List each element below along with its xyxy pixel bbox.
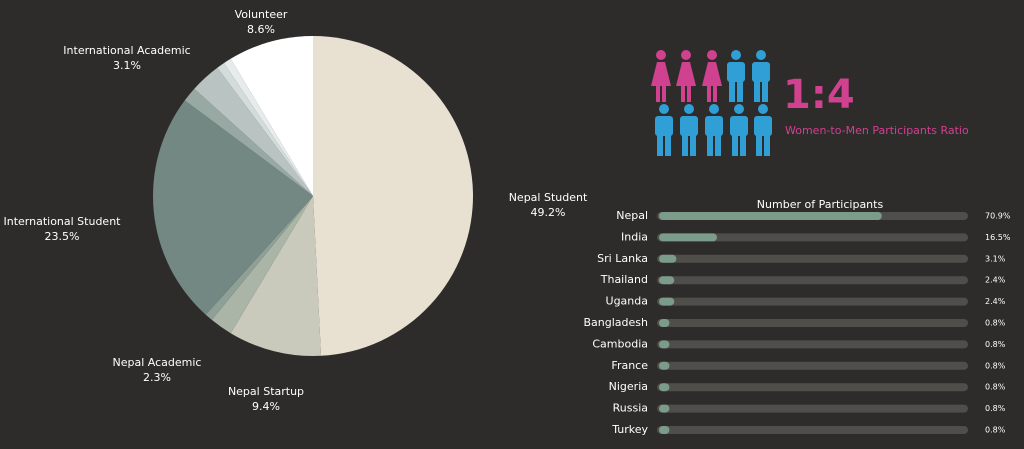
pie-slice xyxy=(230,196,322,357)
ratio-label: Women-to-Men Participants Ratio xyxy=(785,124,969,137)
country-label: India xyxy=(621,230,648,243)
country-label: Cambodia xyxy=(592,337,648,350)
bar xyxy=(659,254,677,263)
pie-slice xyxy=(194,67,313,196)
bar xyxy=(659,212,882,220)
bar-track xyxy=(657,426,968,434)
bar xyxy=(659,319,670,327)
man-icon xyxy=(752,50,770,102)
bar xyxy=(659,233,717,242)
pie-slice xyxy=(211,196,313,334)
value-label: 70.9% xyxy=(985,212,1011,221)
value-label: 0.8% xyxy=(985,319,1006,328)
pie-slice xyxy=(223,58,313,197)
bar xyxy=(659,297,675,306)
bar-track xyxy=(657,319,968,327)
pie-slice xyxy=(184,88,313,196)
bar xyxy=(659,340,670,349)
bar xyxy=(659,276,675,285)
bar xyxy=(659,426,670,434)
bar-track xyxy=(657,297,968,306)
slice-label: International Student xyxy=(3,215,121,228)
people-icons xyxy=(651,50,772,156)
country-label: Turkey xyxy=(611,423,648,436)
man-icon xyxy=(730,104,748,156)
country-label: France xyxy=(611,359,648,372)
pie-slice xyxy=(153,100,313,315)
pie-slice xyxy=(217,63,313,196)
bar-chart-title: Number of Participants xyxy=(757,198,884,211)
bar-track xyxy=(657,233,968,242)
country-label: Uganda xyxy=(606,295,648,308)
woman-icon xyxy=(676,50,696,102)
value-label: 0.8% xyxy=(985,383,1006,392)
man-icon xyxy=(705,104,723,156)
ratio-value: 1:4 xyxy=(783,72,855,118)
bar-track xyxy=(657,276,968,285)
slice-value: 8.6% xyxy=(247,23,275,36)
pie-slice xyxy=(205,196,313,320)
man-icon xyxy=(754,104,772,156)
bar-track xyxy=(657,340,968,349)
country-label: Nigeria xyxy=(609,380,648,393)
man-icon xyxy=(727,50,745,102)
woman-icon xyxy=(651,50,671,102)
value-label: 2.4% xyxy=(985,297,1006,306)
value-label: 3.1% xyxy=(985,254,1006,263)
slice-label: Nepal Student xyxy=(509,191,588,204)
country-label: Russia xyxy=(613,402,648,415)
pie-slice xyxy=(313,36,473,356)
slice-label: Nepal Startup xyxy=(228,385,304,398)
slice-label: International Academic xyxy=(63,44,190,57)
value-label: 0.8% xyxy=(985,426,1006,435)
bar xyxy=(659,383,670,392)
slice-value: 23.5% xyxy=(45,230,80,243)
slice-value: 2.3% xyxy=(143,371,171,384)
country-label: Bangladesh xyxy=(584,316,649,329)
bar-track xyxy=(657,383,968,392)
bar-track xyxy=(657,361,968,370)
slice-value: 49.2% xyxy=(531,206,566,219)
value-label: 0.8% xyxy=(985,404,1006,413)
country-label: Thailand xyxy=(600,273,648,286)
bar-track xyxy=(657,404,968,413)
slice-value: 9.4% xyxy=(252,400,280,413)
slice-label: Volunteer xyxy=(235,8,288,21)
pie-slice xyxy=(230,36,313,196)
value-label: 0.8% xyxy=(985,361,1006,370)
slice-label: Nepal Academic xyxy=(113,356,202,369)
country-label: Sri Lanka xyxy=(597,252,648,265)
bar xyxy=(659,361,670,370)
value-label: 2.4% xyxy=(985,276,1006,285)
value-label: 16.5% xyxy=(985,233,1011,242)
man-icon xyxy=(655,104,673,156)
woman-icon xyxy=(702,50,722,102)
value-label: 0.8% xyxy=(985,340,1006,349)
bar xyxy=(659,404,670,413)
slice-value: 3.1% xyxy=(113,59,141,72)
bar-track xyxy=(657,254,968,263)
country-label: Nepal xyxy=(616,209,648,222)
man-icon xyxy=(680,104,698,156)
